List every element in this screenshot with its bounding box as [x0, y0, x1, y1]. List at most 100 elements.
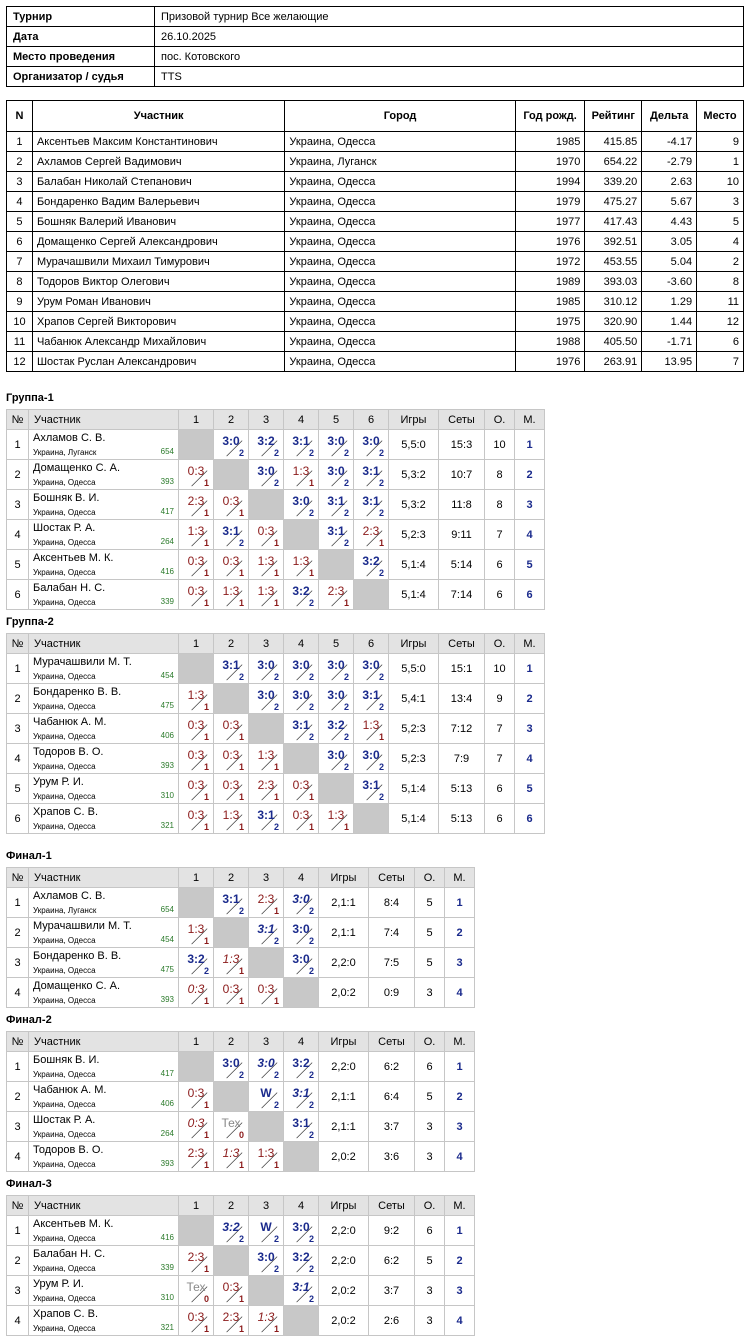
result-diagonal [296, 1226, 313, 1243]
player-place: 1 [444, 887, 475, 918]
group-header-row: № Участник 1 2 3 4 5 6 Игры Сеты О. М. [6, 409, 545, 430]
participant-cell: 1985 [514, 291, 586, 312]
player-num: 3 [6, 947, 29, 978]
result-score: 3:1 [222, 524, 240, 538]
result-diagonal [366, 754, 383, 771]
result-cell: 3:0 2 [283, 1215, 319, 1246]
result-score: 3:0 [327, 464, 345, 478]
result-points: 1 [203, 1264, 209, 1274]
participant-cell: 4 [6, 191, 33, 212]
result-cell: 3:0 2 [318, 653, 354, 684]
self-cell [283, 977, 319, 1008]
participant-cell: 1994 [514, 171, 586, 192]
result-diagonal [261, 784, 278, 801]
col-opponent: 2 [213, 1031, 249, 1052]
participant-cell: -3.60 [641, 271, 698, 292]
result-diagonal [191, 958, 208, 975]
result-score: 3:1 [362, 464, 380, 478]
result-cell: 1:3 1 [178, 917, 214, 948]
result-cell: 3:0 2 [248, 1245, 284, 1276]
participant-cell: Шостак Руслан Александрович [31, 351, 286, 372]
col-opponent: 1 [178, 409, 214, 430]
result-diagonal [331, 590, 348, 607]
result-points: 2 [273, 1070, 279, 1080]
result-score: 0:3 [187, 718, 205, 732]
participant-cell: Украина, Одесса [284, 351, 516, 372]
player-num: 5 [6, 549, 29, 580]
player-points: 6 [414, 1215, 445, 1246]
result-points: 2 [203, 966, 209, 976]
player-cell: Балабан Н. С. Украина, Одесса 339 [28, 1245, 179, 1276]
result-cell: 2:3 1 [178, 1141, 214, 1172]
player-rating: 406 [160, 731, 174, 740]
participant-row: 8 Тодоров Виктор Олегович Украина, Одесса 1… [6, 271, 744, 292]
player-games: 5,5:0 [388, 429, 439, 460]
result-points: 1 [238, 966, 244, 976]
result-cell: 0:3 1 [178, 1081, 214, 1112]
player-points: 9 [484, 683, 515, 714]
result-diagonal [261, 664, 278, 681]
result-cell: 3:0 2 [248, 1051, 284, 1082]
info-row: Место проведения пос. Котовского [6, 46, 744, 67]
col-place: М. [514, 409, 545, 430]
result-points: 1 [238, 1160, 244, 1170]
result-points: 2 [238, 906, 244, 916]
player-city: Украина, Одесса [33, 936, 96, 945]
player-cell: Балабан Н. С. Украина, Одесса 339 [28, 579, 179, 610]
result-score: 0:3 [187, 778, 205, 792]
result-score: 3:2 [362, 554, 380, 568]
player-rating: 475 [160, 965, 174, 974]
participant-cell: 10 [696, 171, 744, 192]
group-row: 5 Урум Р. И. Украина, Одесса 310 0:3 1 0:3 1 2:3… [6, 773, 545, 804]
col-place: М. [444, 867, 475, 888]
result-score: 3:0 [362, 748, 380, 762]
result-score: 0:3 [222, 1280, 240, 1294]
col-num: № [6, 409, 29, 430]
result-points: 1 [238, 792, 244, 802]
self-cell [248, 947, 284, 978]
result-points: 2 [308, 1100, 314, 1110]
player-num: 2 [6, 917, 29, 948]
group-row: 3 Чабанюк А. М. Украина, Одесса 406 0:3 1 0:3 1… [6, 713, 545, 744]
result-points: 2 [308, 1264, 314, 1274]
group-title: Финал-1 [6, 850, 52, 862]
result-points: 1 [238, 1324, 244, 1334]
result-cell: 0:3 1 [213, 549, 249, 580]
participant-cell: Чабанюк Александр Михайлович [31, 331, 286, 352]
info-key: Дата [6, 26, 155, 47]
player-rating: 321 [160, 821, 174, 830]
result-score: 3:0 [362, 658, 380, 672]
result-points: 2 [378, 762, 384, 772]
player-name: Чабанюк А. М. [33, 716, 107, 728]
result-score: 0:3 [257, 524, 275, 538]
player-rating: 454 [160, 935, 174, 944]
group-header-row: № Участник 1 2 3 4 Игры Сеты О. М. [6, 1031, 475, 1052]
result-diagonal [331, 664, 348, 681]
player-cell: Мурачашвили М. Т. Украина, Одесса 454 [28, 653, 179, 684]
col-sets: Сеты [438, 409, 485, 430]
participant-cell: 4 [696, 231, 744, 252]
result-cell: 0:3 1 [213, 713, 249, 744]
result-score: 3:0 [292, 922, 310, 936]
player-place: 4 [444, 1141, 475, 1172]
participant-cell: 11 [6, 331, 33, 352]
participant-cell: 475.27 [584, 191, 643, 212]
result-cell: 3:1 2 [283, 713, 319, 744]
result-diagonal [261, 1256, 278, 1273]
result-diagonal [191, 724, 208, 741]
participant-row: 3 Балабан Николай Степанович Украина, Одес… [6, 171, 744, 192]
tournament-info-table: Турнир Призовой турнир Все желающие Дата 26… [6, 6, 744, 87]
result-diagonal [191, 470, 208, 487]
participant-row: 11 Чабанюк Александр Михайлович Украина, О… [6, 331, 744, 352]
player-num: 2 [6, 1081, 29, 1112]
result-score: 3:1 [292, 1280, 310, 1294]
player-city: Украина, Одесса [33, 508, 96, 517]
participant-cell: Тодоров Виктор Олегович [31, 271, 286, 292]
result-points: 2 [273, 936, 279, 946]
result-diagonal [191, 988, 208, 1005]
info-value: пос. Котовского [154, 46, 744, 67]
player-games: 5,2:3 [388, 713, 439, 744]
result-points: 2 [238, 448, 244, 458]
result-cell: 3:0 2 [353, 653, 389, 684]
participant-cell: Украина, Одесса [284, 291, 516, 312]
